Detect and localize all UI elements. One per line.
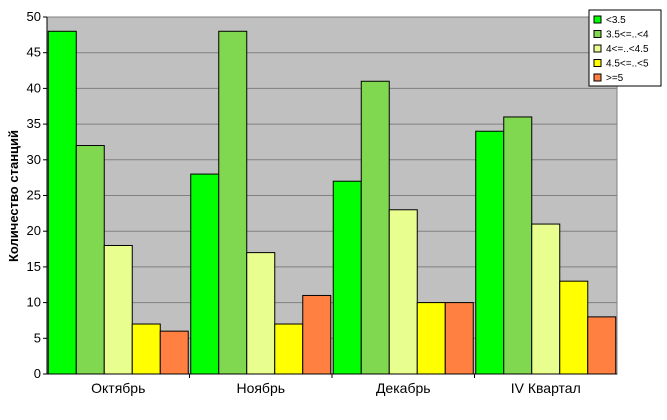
y-tick-label: 35 bbox=[27, 116, 41, 131]
legend-items: <3.5 3.5<=..<4 4<=..<4.5 4.5<=..<5 >=5 bbox=[593, 15, 649, 84]
y-tick-label: 0 bbox=[34, 366, 41, 381]
legend-label: 4.5<=..<5 bbox=[606, 59, 649, 70]
legend-label: 4<=..<4.5 bbox=[606, 44, 649, 55]
legend-swatch bbox=[593, 44, 602, 53]
y-tick-labels: 0 5 10 15 20 25 30 35 40 45 50 bbox=[27, 9, 41, 381]
bar bbox=[274, 323, 304, 375]
y-tick-label: 5 bbox=[34, 330, 41, 345]
bar bbox=[75, 145, 105, 375]
legend-label: 3.5<=..<4 bbox=[606, 30, 649, 41]
y-tick-label: 15 bbox=[27, 259, 41, 274]
y-tick-label: 25 bbox=[27, 188, 41, 203]
y-tick-label: 30 bbox=[27, 152, 41, 167]
bar bbox=[218, 30, 248, 375]
bar bbox=[360, 80, 390, 375]
bar bbox=[47, 30, 77, 375]
bar bbox=[302, 294, 332, 375]
x-category-label: Декабрь bbox=[376, 380, 431, 396]
bar bbox=[503, 116, 533, 375]
y-tick-label: 20 bbox=[27, 223, 41, 238]
legend-label: <3.5 bbox=[606, 15, 626, 26]
bar bbox=[587, 316, 617, 375]
y-tick-label: 50 bbox=[27, 9, 41, 24]
bar bbox=[190, 173, 220, 375]
y-axis-title: Количество станций bbox=[6, 130, 21, 262]
bar bbox=[246, 252, 276, 375]
bar bbox=[416, 302, 446, 375]
legend-swatch bbox=[593, 59, 602, 67]
legend-label: >=5 bbox=[606, 73, 624, 84]
bar bbox=[559, 280, 589, 375]
x-category-label: Октябрь bbox=[91, 380, 145, 396]
bar bbox=[332, 180, 362, 375]
legend-swatch bbox=[593, 30, 602, 38]
x-category-label: Ноябрь bbox=[236, 380, 285, 396]
y-tick-label: 45 bbox=[27, 45, 41, 60]
bar bbox=[159, 330, 189, 375]
bar bbox=[103, 244, 133, 375]
bar bbox=[388, 209, 418, 375]
y-tick-label: 40 bbox=[27, 80, 41, 95]
y-tick-label: 10 bbox=[27, 295, 41, 310]
bar bbox=[444, 302, 474, 375]
legend-swatch bbox=[593, 15, 602, 24]
axes bbox=[43, 16, 617, 378]
x-category-labels: Октябрь Ноябрь Декабрь IV Квартал bbox=[91, 380, 581, 396]
legend: <3.5 3.5<=..<4 4<=..<4.5 4.5<=..<5 >=5 bbox=[588, 9, 662, 87]
bar bbox=[475, 130, 505, 375]
bar bbox=[531, 223, 561, 375]
legend-swatch bbox=[593, 73, 602, 82]
bar bbox=[131, 323, 161, 375]
x-category-label: IV Квартал bbox=[511, 380, 581, 396]
